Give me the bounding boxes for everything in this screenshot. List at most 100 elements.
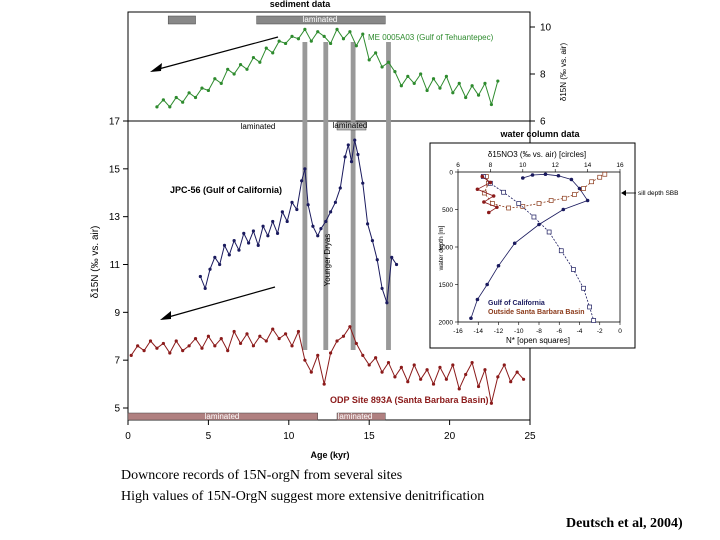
series-0-point-5: [187, 91, 191, 95]
caption-line-2: High values of 15N-OrgN suggest more ext…: [121, 489, 485, 504]
series-1-point-19: [290, 200, 294, 204]
inset-series-1-point-9: [506, 205, 511, 211]
inset-bottom-tick-label-3: -10: [514, 328, 524, 335]
sediment-data-label: sediment data: [270, 0, 332, 9]
inset-series-0-point-2: [543, 172, 548, 177]
series-2-point-26: [296, 329, 301, 334]
inset-sill-label: sill depth SBB: [638, 190, 678, 197]
inset-y-tick-label-1: 500: [442, 207, 453, 214]
series-2-point-46: [425, 368, 429, 372]
series-1-point-21: [300, 179, 304, 183]
inset-bottom-tick-label-5: -6: [556, 328, 562, 335]
series-1-point-35: [356, 152, 360, 157]
series-1-point-32: [346, 143, 350, 147]
series-2-point-31: [329, 351, 333, 355]
series-2-point-52: [464, 372, 468, 377]
inset-top-tick-label-4: 14: [584, 162, 592, 169]
series-1-point-37: [365, 222, 370, 226]
inset-series-0-point-1: [530, 173, 535, 177]
series-1-point-24: [311, 224, 315, 228]
inset-bottom-tick-label-0: -16: [453, 328, 463, 335]
inset-series-0-point-11: [485, 282, 489, 287]
series-0-point-29: [341, 37, 346, 41]
inset-series-3-point-0: [480, 174, 485, 179]
laminated-label-bottom-left: laminated: [205, 412, 240, 421]
series-1-point-15: [271, 219, 275, 224]
left-y-tick-label-4: 13: [109, 212, 121, 223]
series-2-point-8: [181, 349, 185, 353]
series-1-point-16: [275, 231, 280, 236]
inset-y-tick-label-2: 1000: [439, 245, 454, 252]
series-1-point-0: [198, 274, 202, 279]
x-tick-label-4: 20: [444, 431, 456, 442]
series-2-point-11: [200, 346, 204, 350]
younger-dryas-band-0: [302, 42, 308, 350]
inset-series-0-point-0: [521, 176, 525, 180]
series-2-point-6: [168, 351, 172, 355]
inset-series-0-point-6: [585, 198, 590, 203]
inset-top-xlabel: δ15NO3 (‰ vs. air) [circles]: [488, 150, 586, 159]
right-y-tick-label-1: 8: [540, 70, 546, 81]
series-2-point-47: [431, 382, 436, 386]
bottom-laminated-bar-0: [127, 412, 318, 421]
younger-dryas-label: Younger Dryas: [323, 234, 332, 287]
inset-series-2-point-8: [581, 285, 586, 291]
series-1-point-3: [213, 255, 217, 259]
inset-y-tick-label-0: 0: [449, 170, 453, 177]
right-y-tick-label-2: 10: [540, 23, 552, 34]
series-1-point-33: [349, 160, 354, 164]
series-2-point-2: [142, 349, 146, 353]
series-0-point-41: [419, 72, 423, 76]
series-2-point-9: [187, 344, 191, 348]
mid-laminated-bar-0: [336, 121, 367, 131]
inset-series-2-point-6: [558, 248, 564, 254]
series-2-point-18: [245, 332, 249, 336]
series-0-point-26: [322, 34, 326, 39]
series-2-point-16: [232, 329, 236, 334]
series-1-point-40: [380, 286, 384, 291]
series-0-point-13: [238, 63, 243, 67]
laminated-bars: [127, 15, 386, 421]
series-2-point-39: [380, 370, 384, 374]
series-2-point-53: [470, 360, 474, 365]
series-0-point-34: [374, 51, 378, 55]
series-0-point-2: [168, 105, 172, 109]
series-1-point-25: [316, 234, 320, 238]
inset-y-tick-label-4: 2000: [439, 320, 454, 327]
series-2-point-34: [348, 325, 352, 329]
inset-layer: 6 8 10 12 14 16 -16 -14 -12 -10 -8 -6 -4 -2 0 0 500 1000 1…: [439, 162, 624, 335]
inset-series-3-point-6: [486, 210, 491, 215]
series-2-point-55: [483, 368, 487, 372]
series-0-point-53: [496, 79, 500, 83]
series-2-point-10: [193, 337, 198, 341]
series-2-point-59: [509, 380, 513, 384]
series-label-me0005: ME 0005A03 (Gulf of Tehuantepec): [368, 33, 494, 42]
series-2-point-48: [438, 365, 442, 369]
series-0-point-27: [329, 41, 333, 46]
series-0-point-23: [303, 27, 307, 31]
series-2-point-44: [412, 363, 416, 367]
series-2-point-27: [303, 358, 307, 362]
series-1-point-18: [285, 219, 289, 224]
series-1-point-9: [242, 231, 246, 236]
series-0-point-31: [354, 44, 358, 48]
laminated-label-top-mid: laminated: [303, 15, 338, 24]
series-0-point-43: [431, 77, 436, 81]
series-1-point-30: [338, 186, 342, 190]
series-2-point-40: [386, 360, 391, 365]
series-0-point-22: [296, 37, 301, 41]
series-0-point-45: [444, 74, 448, 78]
inset-series-3-point-4: [482, 200, 486, 204]
series-2-point-13: [213, 344, 217, 348]
series-1-point-36: [361, 181, 365, 185]
left-y-axis-label: δ15N (‰ vs. air): [90, 226, 101, 299]
series-2-point-45: [419, 377, 423, 381]
series-label-jpc56: JPC-56 (Gulf of California): [170, 185, 282, 195]
series-0-point-12: [232, 72, 236, 76]
water-column-title: water column data: [499, 129, 580, 139]
series-2-point-3: [148, 339, 153, 343]
left-y-tick-label-6: 17: [109, 117, 121, 128]
series-2-point-60: [515, 370, 519, 374]
inset-bottom-tick-label-2: -12: [494, 328, 504, 335]
inset-bottom-tick-label-4: -8: [536, 328, 542, 335]
